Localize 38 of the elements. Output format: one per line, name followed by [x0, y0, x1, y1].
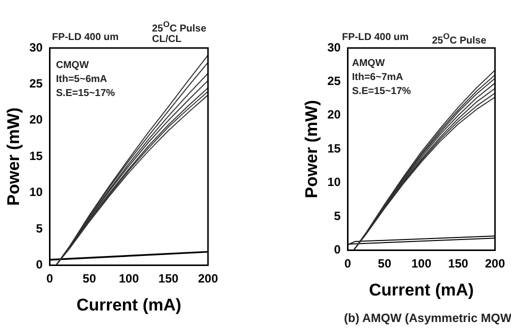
x-tick-label: 100 [411, 256, 432, 271]
y-tick-label: 30 [327, 40, 342, 54]
y-tick-label: 0 [334, 242, 342, 257]
annotation: Ith=6~7mA [352, 72, 404, 83]
annotation: S.E=15~17% [56, 88, 115, 99]
y-axis-title: Power (mW) [4, 107, 23, 206]
text: FP-LD 400 um [52, 32, 119, 43]
text: FP-LD 400 um [342, 32, 409, 43]
x-axis-title: Current (mA) [368, 280, 474, 300]
y-tick-label: 5 [334, 208, 342, 223]
annotation: S.E=15~17% [352, 86, 411, 97]
annotation: Ith=5~6mA [56, 74, 108, 85]
y-tick-label: 25 [327, 74, 342, 88]
x-axis-title: Current (mA) [76, 295, 182, 314]
y-tick-label: 20 [327, 108, 342, 122]
text: 25$^{O}$C Pulse [152, 19, 206, 34]
y-tick-label: 15 [327, 141, 342, 156]
text: CL/CL [152, 34, 182, 45]
annotation: CMQW [56, 60, 89, 71]
y-tick-label: 10 [327, 175, 342, 190]
x-tick-label: 50 [378, 256, 392, 271]
x-tick-label: 50 [82, 272, 96, 286]
y-tick-label: 10 [29, 185, 44, 200]
x-tick-label: 200 [484, 256, 506, 271]
annotation: AMQW [352, 58, 385, 69]
y-tick-label: 20 [29, 112, 44, 127]
x-tick-label: 200 [198, 272, 218, 286]
x-tick-label: 0 [344, 256, 352, 271]
x-tick-label: 100 [118, 272, 140, 286]
y-tick-label: 30 [29, 40, 44, 54]
y-tick-label: 25 [29, 76, 44, 91]
x-tick-label: 0 [46, 272, 54, 286]
y-axis-title: Power (mW) [302, 100, 321, 198]
text: 25$^{O}$C Pulse [432, 31, 486, 46]
y-tick-label: 5 [36, 221, 44, 236]
x-tick-label: 150 [448, 256, 469, 271]
x-tick-label: 150 [158, 272, 179, 286]
y-tick-label: 15 [29, 148, 44, 163]
